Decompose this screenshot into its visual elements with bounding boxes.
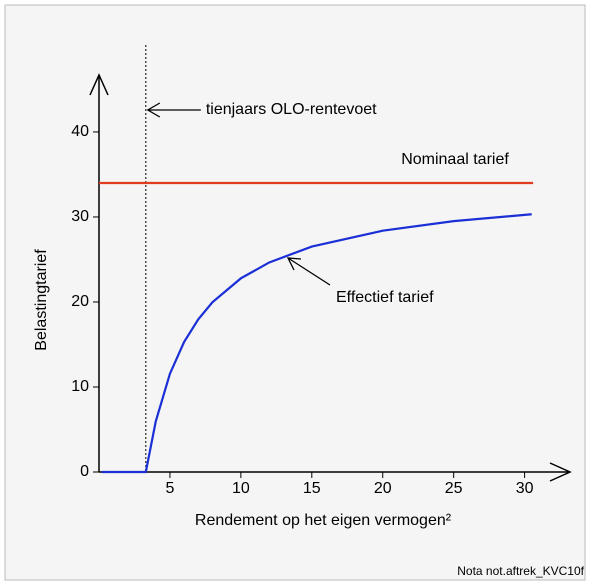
series-line: [101, 213, 532, 474]
olo-label: tienjaars OLO-rentevoet: [206, 101, 377, 118]
series-label: Effectief tarief: [336, 289, 434, 306]
y-tick-label: 20: [71, 293, 89, 310]
x-tick-label: 5: [165, 480, 174, 497]
x-axis-label: Rendement op het eigen vermogen²: [195, 512, 452, 529]
x-axis-arrow: [549, 462, 572, 482]
effectief-arrow: [286, 257, 331, 286]
series-label: Nominaal tarief: [401, 151, 509, 168]
olo-arrow: [146, 102, 201, 118]
y-tick-label: 0: [80, 463, 89, 480]
footer: Nota not.aftrek_KVC10f: [457, 564, 584, 578]
x-tick-label: 15: [303, 480, 321, 497]
y-axis-arrow: [89, 73, 109, 96]
x-tick-label: 25: [445, 480, 463, 497]
x-tick-label: 30: [516, 480, 534, 497]
x-tick-label: 10: [232, 480, 250, 497]
y-tick-label: 40: [71, 123, 89, 140]
y-axis-label: Belastingtarief: [33, 249, 50, 351]
x-tick-label: 20: [374, 480, 392, 497]
y-tick-label: 30: [71, 208, 89, 225]
panel: [4, 4, 586, 581]
y-tick-label: 10: [71, 378, 89, 395]
